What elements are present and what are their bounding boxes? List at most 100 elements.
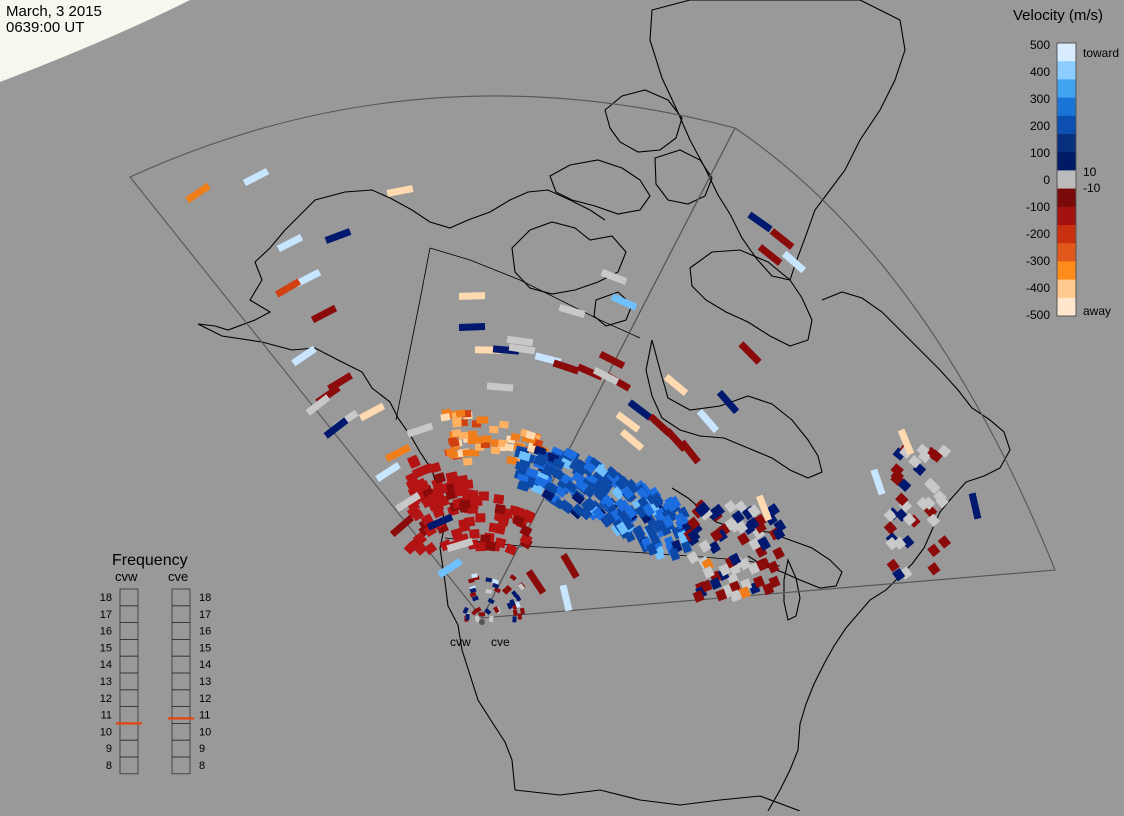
colorbar-tick-label: -200 bbox=[1026, 227, 1050, 241]
velocity-cell bbox=[522, 511, 536, 524]
velocity-cell bbox=[552, 359, 580, 375]
coastline-lake-michigan bbox=[783, 558, 801, 621]
frequency-tick-label: 10 bbox=[199, 726, 211, 738]
velocity-cell bbox=[389, 514, 415, 538]
velocity-cell bbox=[899, 566, 913, 580]
frequency-tick-label: 16 bbox=[100, 626, 112, 638]
velocity-cell bbox=[650, 494, 664, 509]
velocity-cell bbox=[434, 496, 448, 509]
velocity-cell bbox=[423, 542, 438, 556]
frequency-radar-label-cvw: cvw bbox=[115, 569, 138, 584]
velocity-cell bbox=[892, 567, 906, 582]
colorbar-tick-labels: 500 400 300 200 100 0 -100 -200 -300 -400 -500 bbox=[1026, 38, 1050, 322]
velocity-cell bbox=[696, 408, 720, 434]
frequency-box bbox=[119, 639, 139, 657]
frequency-tick-label: 17 bbox=[100, 609, 112, 621]
velocity-cell bbox=[517, 583, 525, 591]
coastline-arctic-alaska bbox=[299, 189, 606, 229]
velocity-scale-title: Velocity (m/s) bbox=[1013, 7, 1103, 24]
velocity-cell bbox=[446, 537, 474, 553]
velocity-cell bbox=[757, 244, 783, 266]
velocity-cell bbox=[512, 514, 525, 527]
frequency-tick-label: 18 bbox=[100, 592, 112, 604]
velocity-cell bbox=[768, 575, 781, 589]
velocity-cell bbox=[897, 478, 912, 492]
frequency-box bbox=[171, 706, 191, 724]
velocity-cell bbox=[471, 595, 479, 602]
velocity-cell bbox=[772, 527, 786, 541]
frequency-tick-label: 16 bbox=[199, 626, 211, 638]
velocity-cell bbox=[458, 485, 470, 497]
velocity-cell bbox=[462, 457, 473, 466]
velocity-cell bbox=[729, 589, 742, 603]
velocity-cell bbox=[458, 431, 469, 440]
velocity-cell bbox=[504, 543, 518, 556]
frequency-title: Frequency bbox=[112, 552, 188, 569]
radar-site-label-cvw: cvw bbox=[450, 635, 471, 649]
colorbar-band bbox=[1057, 279, 1076, 299]
velocity-cell bbox=[406, 422, 434, 438]
velocity-cell bbox=[493, 587, 502, 594]
velocity-cell bbox=[327, 372, 353, 392]
frequency-tick-label: 11 bbox=[101, 710, 112, 722]
velocity-cell bbox=[305, 394, 331, 416]
velocity-cell bbox=[614, 498, 628, 512]
velocity-cell bbox=[534, 475, 548, 488]
velocity-cell bbox=[550, 446, 564, 459]
velocity-cell bbox=[717, 523, 731, 537]
velocity-cell bbox=[499, 420, 509, 429]
velocity-cell bbox=[926, 513, 941, 528]
radar-sites: cvw cve bbox=[450, 619, 510, 649]
velocity-cell bbox=[734, 500, 748, 514]
velocity-cell bbox=[525, 467, 539, 479]
velocity-cell bbox=[769, 228, 795, 250]
radar-site-label-cve: cve bbox=[491, 635, 510, 649]
velocity-cell bbox=[892, 447, 907, 461]
velocity-cell bbox=[679, 439, 701, 465]
velocity-cell bbox=[451, 529, 464, 541]
velocity-cell bbox=[646, 542, 658, 556]
velocity-cell bbox=[937, 535, 952, 549]
velocity-cell bbox=[514, 594, 522, 602]
velocity-cell bbox=[895, 492, 909, 507]
velocity-cell bbox=[478, 612, 485, 617]
coastline-archipelago-1 bbox=[511, 221, 627, 295]
velocity-cell bbox=[574, 479, 589, 493]
velocity-cell bbox=[492, 582, 500, 589]
colorbar-label-pos-threshold: 10 bbox=[1083, 165, 1097, 179]
velocity-cell bbox=[870, 468, 886, 496]
coastline-gulf bbox=[514, 789, 801, 812]
velocity-cell bbox=[924, 477, 938, 492]
velocity-cell bbox=[507, 456, 518, 466]
velocity-cell bbox=[757, 536, 771, 550]
velocity-cell bbox=[465, 613, 470, 621]
velocity-cell bbox=[386, 185, 414, 197]
velocity-cell bbox=[883, 508, 897, 523]
velocity-cell bbox=[937, 444, 952, 458]
velocity-cell bbox=[592, 366, 620, 386]
velocity-cell bbox=[413, 532, 428, 547]
velocity-cell bbox=[908, 454, 922, 469]
frequency-box bbox=[119, 588, 139, 607]
velocity-cell bbox=[902, 512, 917, 527]
velocity-cell bbox=[738, 586, 751, 599]
velocity-cell bbox=[680, 540, 693, 554]
velocity-cell bbox=[929, 449, 943, 463]
frequency-box bbox=[119, 756, 139, 775]
velocity-cell bbox=[598, 479, 613, 494]
velocity-cell bbox=[440, 412, 451, 422]
velocity-cell bbox=[698, 539, 712, 553]
colorbar-tick-label: 400 bbox=[1030, 65, 1050, 79]
velocity-cell bbox=[403, 541, 418, 555]
velocity-cell bbox=[423, 494, 436, 508]
colorbar-tick-label: 500 bbox=[1030, 38, 1050, 52]
velocity-cell bbox=[324, 228, 352, 244]
frequency-tick-label: 17 bbox=[199, 609, 211, 621]
velocity-cell bbox=[506, 335, 534, 347]
velocity-cell bbox=[601, 494, 615, 508]
coastline-archipelago-5 bbox=[593, 291, 633, 327]
coastline-alaska bbox=[197, 214, 516, 791]
frequency-box bbox=[119, 622, 139, 640]
velocity-cell bbox=[497, 515, 510, 527]
velocity-cell bbox=[572, 503, 586, 517]
